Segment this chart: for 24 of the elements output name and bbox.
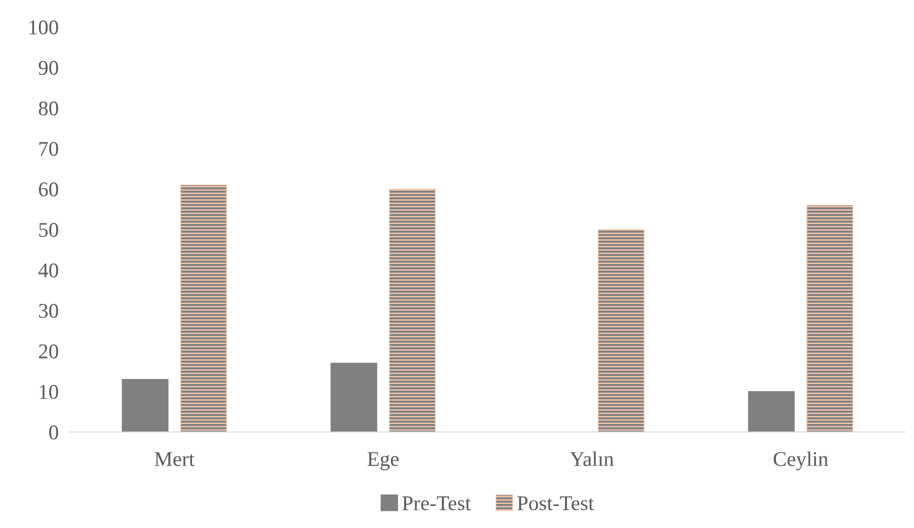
- bar: [180, 184, 227, 432]
- y-tick-label: 20: [38, 344, 58, 358]
- y-tick-label: 40: [38, 263, 58, 278]
- y-tick-label: 60: [38, 182, 58, 196]
- x-tick-label: Ceylin: [774, 451, 828, 470]
- y-tick-label: 30: [39, 304, 58, 318]
- bar: [330, 362, 378, 432]
- legend-label: Pre-Test: [402, 496, 471, 510]
- bar: [806, 204, 854, 432]
- y-tick-label: 0: [49, 425, 58, 440]
- x-tick-label: Mert: [154, 452, 194, 466]
- y-tick-label: 70: [39, 142, 58, 156]
- bar: [389, 188, 436, 432]
- bar: [598, 229, 644, 432]
- y-tick-label: 50: [39, 222, 58, 237]
- y-tick-label: 90: [38, 60, 58, 75]
- bar: [748, 391, 795, 432]
- y-tick-label: 100: [29, 20, 58, 34]
- legend-label: Post-Test: [517, 496, 594, 510]
- x-tick-label: Yalın: [570, 451, 614, 466]
- y-tick-label: 10: [40, 384, 58, 399]
- y-tick-label: 80: [38, 101, 58, 116]
- x-tick-label: Ege: [368, 452, 399, 470]
- bar: [122, 379, 168, 432]
